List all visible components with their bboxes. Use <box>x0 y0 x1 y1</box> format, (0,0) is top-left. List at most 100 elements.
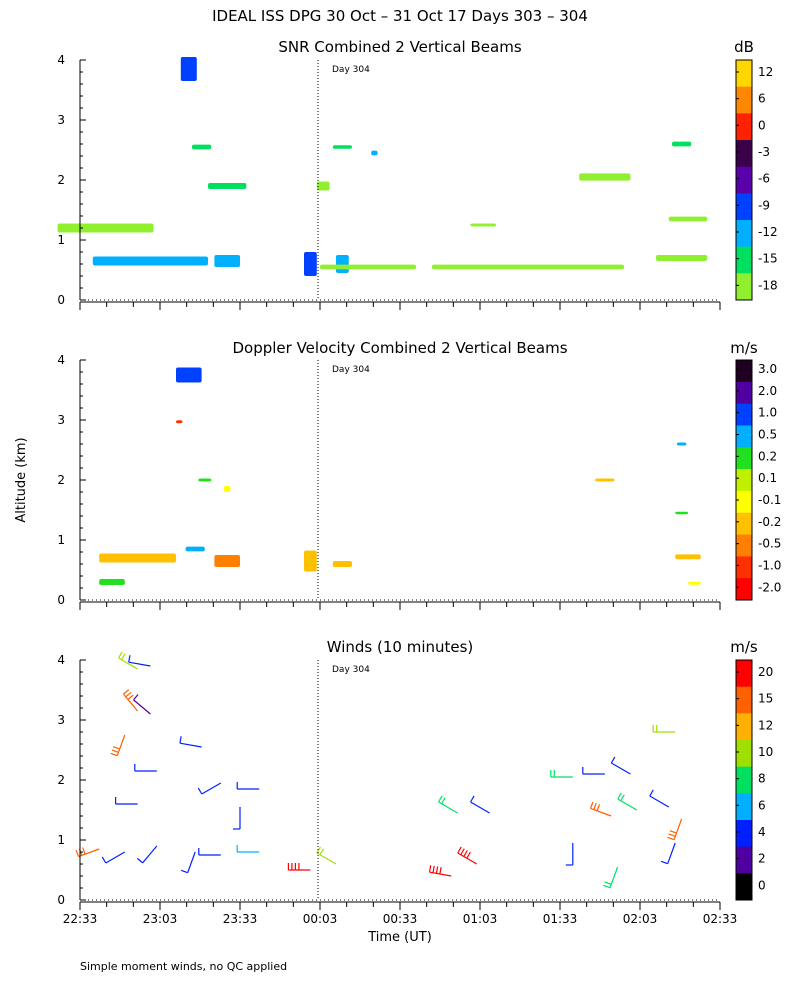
y-tick-label: 1 <box>57 833 65 847</box>
colorbar-swatch <box>736 534 752 557</box>
wind-barb <box>122 689 139 712</box>
wind-barb <box>110 734 126 757</box>
colorbar-swatch <box>736 846 752 874</box>
data-patch <box>675 511 688 515</box>
colorbar-tick-label: 4 <box>758 825 766 839</box>
footnote: Simple moment winds, no QC applied <box>80 960 287 973</box>
colorbar-swatch <box>736 246 752 274</box>
wind-barb <box>565 843 574 866</box>
colorbar-swatch <box>736 220 752 248</box>
colorbar-tick-label: 0 <box>758 878 766 892</box>
wind-barb <box>136 845 158 864</box>
data-patch <box>668 216 708 222</box>
figure-title: IDEAL ISS DPG 30 Oct – 31 Oct 17 Days 30… <box>212 7 588 25</box>
data-patch <box>99 553 176 563</box>
colorbar-tick-label: 0.2 <box>758 449 777 463</box>
colorbar-tick-label: 6 <box>758 92 766 106</box>
wind-barb <box>236 845 260 853</box>
colorbar-frame <box>735 659 753 901</box>
y-tick-label: 2 <box>57 173 65 187</box>
day-marker-label: Day 304 <box>332 365 370 375</box>
data-patch <box>214 255 240 267</box>
wind-barb <box>179 736 202 748</box>
wind-barb <box>236 782 260 790</box>
x-tick-label: 23:33 <box>223 912 258 926</box>
colorbar-swatch <box>736 425 752 448</box>
data-patch <box>192 144 212 150</box>
wind-barb <box>101 851 126 864</box>
wind-barb <box>660 842 676 865</box>
colorbar-swatch <box>736 490 752 514</box>
wind-barb <box>180 851 196 874</box>
data-patch <box>672 141 692 147</box>
wind-barb <box>457 846 478 865</box>
data-patch <box>688 581 701 585</box>
data-patch <box>180 57 197 81</box>
data-patch <box>304 550 317 572</box>
panel-3-title: Winds (10 minutes) <box>327 638 474 656</box>
colorbar-tick-label: 20 <box>758 665 773 679</box>
colorbar-swatch <box>736 447 752 470</box>
data-patch <box>176 420 183 424</box>
colorbar-swatch <box>736 86 752 114</box>
day-marker-label: Day 304 <box>332 665 370 675</box>
y-tick-label: 1 <box>57 233 65 247</box>
wind-barb <box>428 865 452 877</box>
y-tick-label: 3 <box>57 413 65 427</box>
colorbar-swatch <box>736 140 752 168</box>
colorbar-tick-label: 12 <box>758 65 773 79</box>
y-tick-label: 3 <box>57 113 65 127</box>
wind-barb <box>118 651 138 670</box>
x-tick-label: 23:03 <box>143 912 178 926</box>
x-tick-label: 02:33 <box>703 912 738 926</box>
data-patch <box>224 486 231 492</box>
colorbar-swatch <box>736 578 752 601</box>
data-patch <box>675 554 701 560</box>
y-tick-label: 2 <box>57 773 65 787</box>
data-patch <box>676 442 687 446</box>
colorbar-swatch <box>736 873 752 901</box>
y-tick-label: 4 <box>57 653 65 667</box>
colorbar-swatch <box>736 273 752 301</box>
wind-barb <box>470 795 490 814</box>
panel-3-unit: m/s <box>730 638 758 656</box>
wind-barb <box>128 655 151 667</box>
y-axis-label: Altitude (km) <box>14 437 29 522</box>
day-marker-label: Day 304 <box>332 65 370 75</box>
y-tick-label: 3 <box>57 713 65 727</box>
panel-1-title: SNR Combined 2 Vertical Beams <box>278 38 521 56</box>
y-tick-label: 2 <box>57 473 65 487</box>
colorbar-tick-label: -9 <box>758 198 770 212</box>
x-tick-label: 00:03 <box>303 912 338 926</box>
x-axis-label: Time (UT) <box>367 930 432 945</box>
colorbar-swatch <box>736 820 752 848</box>
wind-barb <box>316 846 337 865</box>
wind-barb <box>582 767 605 775</box>
y-tick-label: 1 <box>57 533 65 547</box>
data-patch <box>208 183 247 189</box>
wind-barb <box>438 795 458 814</box>
data-patch <box>304 252 317 276</box>
x-tick-label: 00:33 <box>383 912 418 926</box>
colorbar-swatch <box>736 686 752 714</box>
colorbar-swatch <box>736 740 752 768</box>
panel-1-unit: dB <box>734 38 754 56</box>
colorbar-tick-label: -18 <box>758 278 778 292</box>
colorbar-swatch <box>736 793 752 821</box>
data-patch <box>579 173 631 181</box>
data-patch <box>176 367 202 383</box>
y-tick-label: 0 <box>57 893 65 907</box>
colorbar-swatch <box>736 512 752 536</box>
data-patch <box>432 264 624 270</box>
data-patch <box>198 478 212 482</box>
colorbar-tick-label: 2.0 <box>758 384 777 398</box>
panel-2-unit: m/s <box>730 339 758 357</box>
x-tick-label: 01:33 <box>543 912 578 926</box>
wind-barb <box>114 797 138 805</box>
wind-barb <box>617 792 638 811</box>
panel-2-title: Doppler Velocity Combined 2 Vertical Bea… <box>232 339 567 357</box>
colorbar-tick-label: -6 <box>758 172 770 186</box>
colorbar-tick-label: -0.2 <box>758 515 781 529</box>
colorbar-swatch <box>736 60 752 88</box>
colorbar-swatch <box>736 193 752 221</box>
